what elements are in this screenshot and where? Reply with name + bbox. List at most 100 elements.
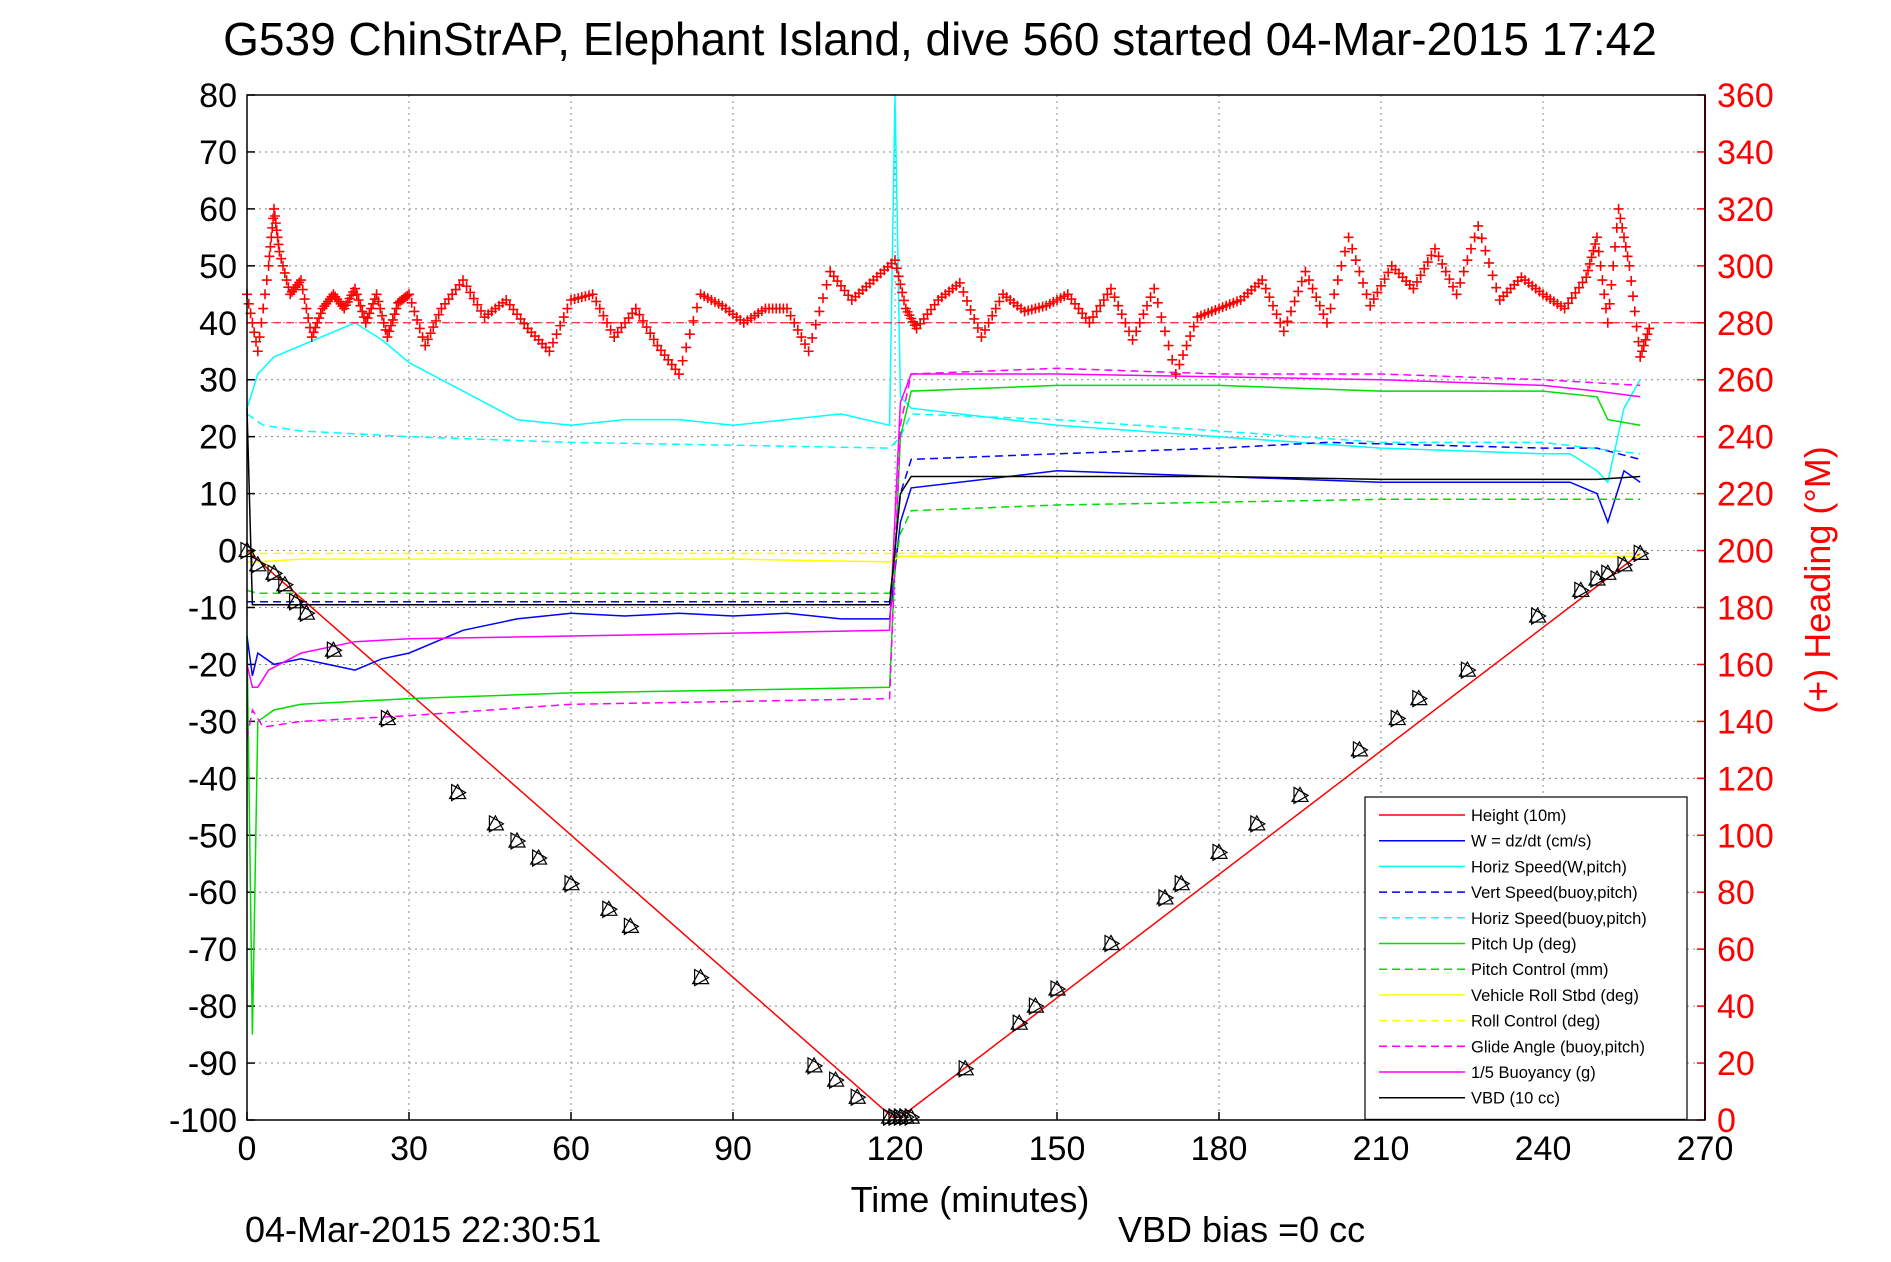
- y-tick-label: 0: [218, 533, 237, 571]
- heading-mark: [1408, 283, 1419, 294]
- heading-mark: [465, 287, 476, 298]
- heading-mark: [1437, 258, 1448, 269]
- heading-mark: [310, 322, 321, 333]
- heading-mark: [1156, 312, 1167, 323]
- height-marker-right: [532, 849, 548, 868]
- heading-mark: [1116, 309, 1127, 320]
- height-marker-right: [899, 1108, 916, 1127]
- height-marker-right: [278, 575, 295, 594]
- heading-mark: [1426, 250, 1437, 261]
- heading-mark: [1583, 265, 1593, 276]
- heading-mark: [425, 328, 436, 339]
- legend-entry-1: W = dz/dt (cm/s): [1471, 833, 1592, 851]
- heading-mark: [458, 275, 468, 286]
- heading-mark: [364, 308, 375, 319]
- heading-mark: [962, 295, 972, 306]
- heading-mark: [1592, 232, 1602, 243]
- heading-mark: [1620, 241, 1631, 252]
- height-marker-up: [621, 917, 640, 933]
- plot-frame: [246, 94, 1706, 1121]
- height-marker-up: [1614, 555, 1634, 572]
- y-tick-label: 40: [199, 305, 237, 343]
- height-marker-right: [893, 1108, 910, 1127]
- height-marker-up: [848, 1088, 867, 1104]
- height-marker-up: [1409, 689, 1428, 706]
- y-tick-label: -50: [188, 817, 237, 855]
- heading-mark: [301, 303, 312, 314]
- heading-mark: [1604, 298, 1615, 309]
- heading-mark: [634, 309, 645, 320]
- heading-mark: [1264, 292, 1275, 303]
- heading-mark: [1638, 340, 1649, 351]
- right-tick-label: 120: [1717, 760, 1774, 798]
- heading-mark: [1462, 255, 1473, 266]
- right-tick-label: 220: [1717, 476, 1774, 514]
- heading-mark: [684, 329, 695, 340]
- footer-date: 04-Mar-2015 22:30:51: [245, 1209, 601, 1250]
- heading-mark: [406, 297, 417, 308]
- height-marker-up: [1247, 814, 1266, 831]
- series-line-2: [246, 94, 1641, 484]
- heading-mark: [261, 275, 272, 286]
- height-marker-right: [1028, 997, 1045, 1016]
- heading-mark: [1278, 326, 1289, 337]
- y-tick-label: -60: [188, 874, 237, 912]
- heading-mark: [1379, 274, 1390, 285]
- heading-mark: [890, 255, 900, 266]
- heading-mark: [433, 309, 444, 320]
- heading-mark: [555, 320, 566, 331]
- heading-mark: [1570, 287, 1581, 298]
- right-tick-label: 180: [1717, 590, 1774, 628]
- heading-mark: [1644, 323, 1655, 334]
- heading-mark: [412, 314, 423, 325]
- y-tick-label: 50: [199, 248, 237, 286]
- heading-mark: [1174, 359, 1185, 370]
- height-marker-right: [510, 831, 527, 851]
- heading-mark: [630, 303, 641, 314]
- heading-mark: [1286, 306, 1296, 317]
- heading-mark: [954, 277, 965, 288]
- heading-mark: [422, 334, 433, 345]
- heading-mark: [1608, 260, 1619, 271]
- right-tick-label: 200: [1717, 533, 1774, 571]
- heading-mark: [1602, 317, 1613, 328]
- heading-mark: [810, 319, 821, 330]
- height-marker-right: [267, 564, 284, 583]
- heading-mark: [264, 251, 275, 262]
- heading-mark: [1383, 267, 1394, 278]
- heading-mark: [254, 332, 265, 343]
- heading-mark: [1170, 369, 1181, 380]
- heading-mark: [389, 309, 400, 320]
- heading-mark: [1304, 275, 1314, 286]
- heading-mark: [1586, 252, 1597, 263]
- heading-mark: [1433, 251, 1444, 262]
- heading-mark: [1624, 260, 1635, 271]
- heading-mark: [1120, 317, 1131, 328]
- height-marker-up: [1026, 996, 1045, 1013]
- heading-mark: [1581, 272, 1592, 283]
- height-marker-up: [1528, 606, 1547, 623]
- heading-mark: [268, 213, 279, 224]
- height-marker-up: [324, 640, 343, 657]
- x-tick-label: 240: [1515, 1130, 1572, 1168]
- legend-entry-4: Horiz Speed(buoy,pitch): [1471, 910, 1647, 928]
- legend-entry-10: 1/5 Buoyancy (g): [1471, 1064, 1596, 1082]
- heading-mark: [1167, 354, 1178, 365]
- right-tick-label: 340: [1717, 134, 1774, 172]
- height-marker-up: [804, 1056, 824, 1073]
- heading-mark: [1138, 309, 1149, 320]
- heading-mark: [1084, 317, 1095, 328]
- height-marker-up: [1010, 1013, 1029, 1030]
- heading-mark: [476, 305, 486, 316]
- heading-mark: [391, 303, 402, 314]
- heading-mark: [1368, 294, 1379, 305]
- heading-mark: [1098, 295, 1109, 305]
- heading-mark: [1343, 232, 1354, 243]
- heading-mark: [987, 310, 998, 321]
- heading-mark: [1631, 321, 1642, 332]
- heading-mark: [417, 332, 428, 343]
- heading-mark: [1458, 266, 1469, 277]
- heading-mark: [274, 246, 285, 257]
- heading-mark: [1091, 306, 1102, 317]
- y-tick-label: -80: [188, 988, 237, 1026]
